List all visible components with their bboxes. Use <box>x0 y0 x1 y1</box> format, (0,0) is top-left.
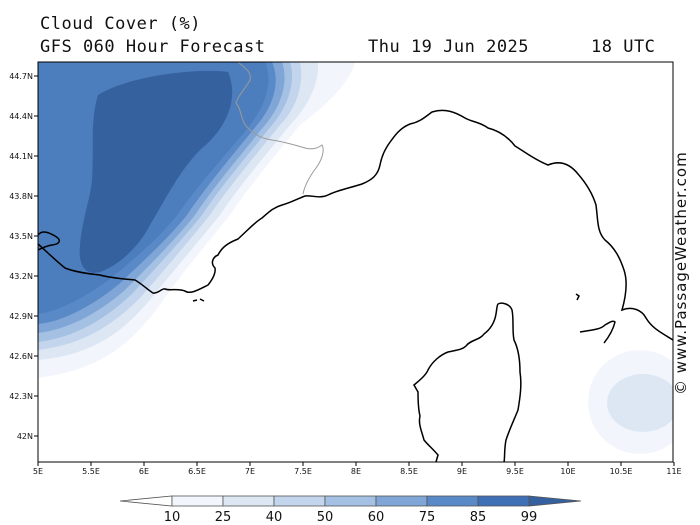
lon-tick-label: 7E <box>245 467 255 476</box>
cloud-field <box>38 62 673 454</box>
island-elba <box>575 293 580 301</box>
lat-tick-label: 42N <box>17 432 33 441</box>
coast-marseille <box>38 231 60 251</box>
legend-swatch <box>171 495 224 507</box>
lon-tick-label: 10.5E <box>610 467 633 476</box>
lon-tick-label: 7.5E <box>294 467 312 476</box>
forecast-time: 18 UTC <box>591 37 656 57</box>
island-hyeres-2 <box>199 298 205 302</box>
legend-swatch <box>477 495 530 507</box>
lat-tick-label: 43.8N <box>9 192 33 201</box>
coastline-corsica <box>413 302 522 462</box>
coastlines <box>38 109 673 462</box>
cloud-patch-se-inner <box>607 374 673 432</box>
color-legend <box>119 495 582 507</box>
lon-tick-label: 11E <box>666 467 681 476</box>
legend-label: 25 <box>215 510 232 525</box>
island-hyeres-1 <box>192 299 198 302</box>
lon-tick-label: 6E <box>139 467 149 476</box>
lat-tick-label: 42.6N <box>9 352 33 361</box>
forecast-subtitle: GFS 060 Hour Forecast <box>40 37 266 57</box>
borders <box>235 62 324 195</box>
lat-tick-label: 44.7N <box>9 72 33 81</box>
border-france-italy <box>235 62 324 195</box>
legend-swatch <box>324 495 377 507</box>
legend-labels: 10 25 40 50 60 75 85 99 <box>164 510 538 525</box>
legend-label: 85 <box>470 510 487 525</box>
legend-swatch <box>375 495 428 507</box>
lat-tick-label: 44.4N <box>9 112 33 121</box>
lon-tick-label: 8.5E <box>400 467 418 476</box>
lon-axis: 5E 5.5E 6E 6.5E 7E 7.5E 8E 8.5E 9E 9.5E … <box>33 462 682 476</box>
lat-tick-label: 42.3N <box>9 392 33 401</box>
lon-tick-label: 10E <box>560 467 575 476</box>
coastline-riviera <box>38 109 673 341</box>
legend-label: 60 <box>368 510 385 525</box>
forecast-date: Thu 19 Jun 2025 <box>368 37 530 57</box>
legend-label: 99 <box>521 510 538 525</box>
legend-label: 40 <box>266 510 283 525</box>
lon-tick-label: 5.5E <box>82 467 100 476</box>
legend-label: 10 <box>164 510 181 525</box>
legend-label: 50 <box>317 510 334 525</box>
lon-tick-label: 6.5E <box>188 467 206 476</box>
legend-swatch <box>119 495 173 507</box>
legend-swatch <box>273 495 326 507</box>
lat-axis: 44.7N 44.4N 44.1N 43.8N 43.5N 43.2N 42.9… <box>9 72 38 441</box>
lon-tick-label: 9E <box>457 467 467 476</box>
legend-swatch <box>222 495 275 507</box>
lon-tick-label: 9.5E <box>506 467 524 476</box>
legend-label: 75 <box>419 510 436 525</box>
lon-tick-label: 8E <box>351 467 361 476</box>
lat-tick-label: 44.1N <box>9 152 33 161</box>
legend-swatch <box>528 495 582 507</box>
lat-tick-label: 42.9N <box>9 312 33 321</box>
legend-swatch <box>426 495 479 507</box>
chart-title: Cloud Cover (%) <box>40 14 202 34</box>
coast-tuscany <box>579 320 616 344</box>
lat-tick-label: 43.5N <box>9 232 33 241</box>
lat-tick-label: 43.2N <box>9 272 33 281</box>
cloud-band-99 <box>79 70 233 273</box>
lon-tick-label: 5E <box>33 467 43 476</box>
